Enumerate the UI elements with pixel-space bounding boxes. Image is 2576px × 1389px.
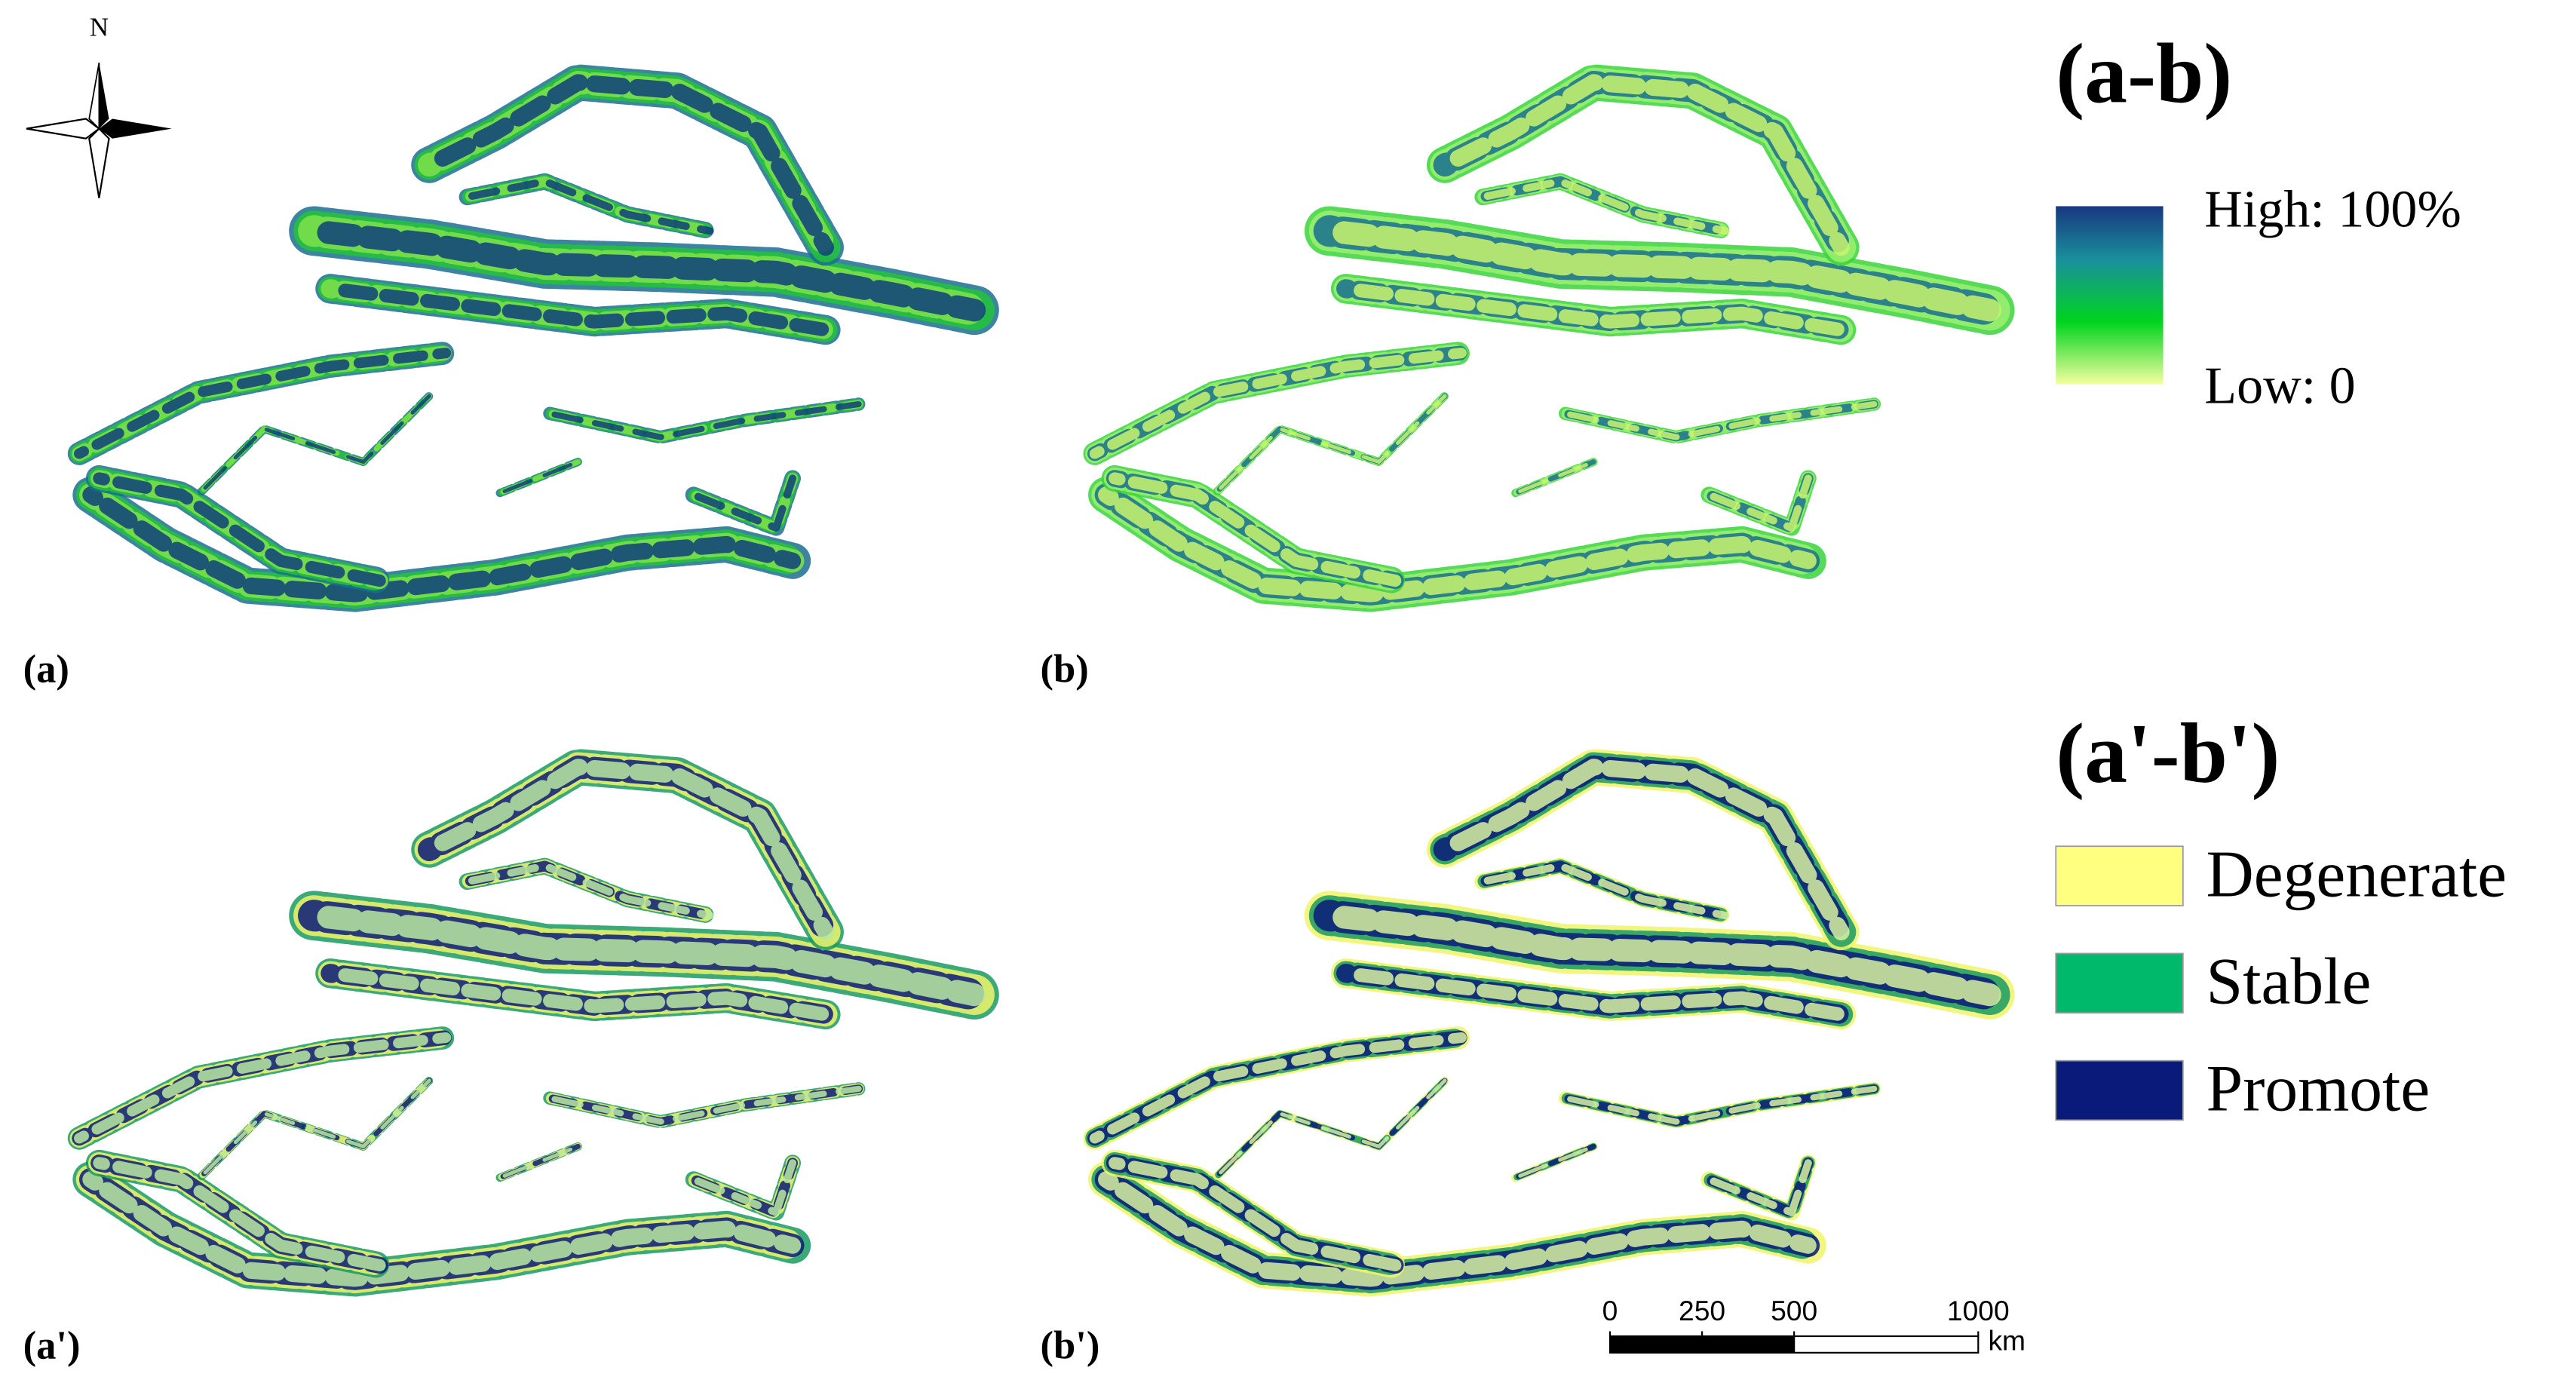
land-cover	[194, 391, 582, 499]
land-cover	[82, 486, 802, 603]
land-cover	[1109, 1157, 1402, 1271]
land-cover	[1705, 474, 1812, 532]
panel-label: (b')	[1041, 1324, 1100, 1368]
land-cover	[1211, 394, 1596, 497]
land-cover	[195, 392, 581, 498]
maps	[67, 64, 2015, 1297]
land-cover	[195, 1077, 581, 1183]
land-cover	[1317, 219, 2001, 322]
panel-label: (a')	[23, 1324, 81, 1368]
land-cover	[1210, 1077, 1597, 1183]
land-cover	[93, 472, 386, 587]
land-cover	[323, 966, 833, 1022]
scale-tick-label: 1000	[1947, 1295, 2010, 1326]
legend-label: Stable	[2206, 945, 2371, 1018]
map-panel	[1083, 749, 2015, 1297]
panel-label: (a)	[23, 648, 69, 691]
legend-label: Promote	[2206, 1052, 2430, 1125]
land-cover	[194, 1076, 582, 1184]
land-cover	[1557, 1085, 1878, 1125]
legend-swatch	[2055, 1059, 2184, 1121]
map-panel	[1083, 64, 2015, 612]
land-cover	[302, 904, 986, 1007]
land-cover	[458, 177, 714, 235]
land-cover	[82, 1171, 802, 1287]
land-cover	[1436, 74, 1850, 256]
land-cover	[302, 219, 986, 322]
scale-tick-label: 250	[1679, 1295, 1725, 1326]
land-cover	[1557, 400, 1878, 440]
land-cover	[1436, 759, 1850, 941]
land-cover	[1474, 177, 1730, 235]
land-cover	[1210, 393, 1596, 498]
land-cover	[1089, 1032, 1467, 1144]
legend-swatch	[2055, 845, 2184, 906]
land-cover	[74, 348, 452, 459]
legend-high: High: 100%	[2204, 180, 2461, 238]
scale-segment	[1608, 1335, 1704, 1354]
map-panel	[67, 64, 999, 612]
land-cover	[1109, 472, 1402, 587]
land-cover	[541, 400, 862, 440]
compass: N	[26, 12, 172, 198]
land-cover	[1089, 348, 1467, 459]
land-cover	[689, 1159, 797, 1216]
scale-tick-label: 0	[1602, 1295, 1618, 1326]
scale-segment	[1793, 1335, 1980, 1354]
map-panel	[67, 749, 999, 1297]
land-cover	[195, 1078, 581, 1182]
land-cover	[196, 394, 580, 497]
land-cover	[1339, 966, 1848, 1022]
legend-swatch	[2055, 952, 2184, 1014]
land-cover	[1211, 1078, 1596, 1182]
land-cover	[1210, 1078, 1596, 1182]
legend-low: Low: 0	[2204, 357, 2355, 415]
land-cover	[1705, 1159, 1812, 1216]
land-cover	[421, 74, 834, 256]
land-cover	[74, 1032, 452, 1144]
panel-label: (b)	[1041, 648, 1089, 691]
land-cover	[1339, 281, 1848, 337]
land-cover	[1209, 391, 1598, 499]
land-cover	[195, 393, 581, 498]
land-cover	[1209, 1076, 1598, 1184]
land-cover	[421, 759, 834, 941]
legend-title: (a'-b')	[2056, 706, 2280, 801]
land-cover	[1098, 1171, 1817, 1287]
land-cover	[196, 1078, 580, 1182]
land-cover	[1474, 862, 1730, 920]
land-cover	[323, 281, 833, 337]
land-cover	[1317, 904, 2001, 1007]
compass-label: N	[90, 12, 109, 41]
color-ramp	[2056, 206, 2164, 385]
legend-title: (a-b)	[2056, 26, 2232, 121]
land-cover	[689, 474, 797, 532]
land-cover	[1098, 486, 1817, 603]
scale-segment	[1700, 1335, 1796, 1354]
land-cover	[458, 862, 714, 920]
land-cover	[1210, 392, 1597, 498]
land-cover	[93, 1157, 386, 1271]
legend-label: Degenerate	[2206, 837, 2507, 910]
category-legend: Degenerate Stable Promote	[2055, 837, 2507, 1125]
scale-tick-label: 500	[1771, 1295, 1817, 1326]
land-cover	[541, 1085, 862, 1125]
scale-unit: km	[1988, 1325, 2026, 1357]
